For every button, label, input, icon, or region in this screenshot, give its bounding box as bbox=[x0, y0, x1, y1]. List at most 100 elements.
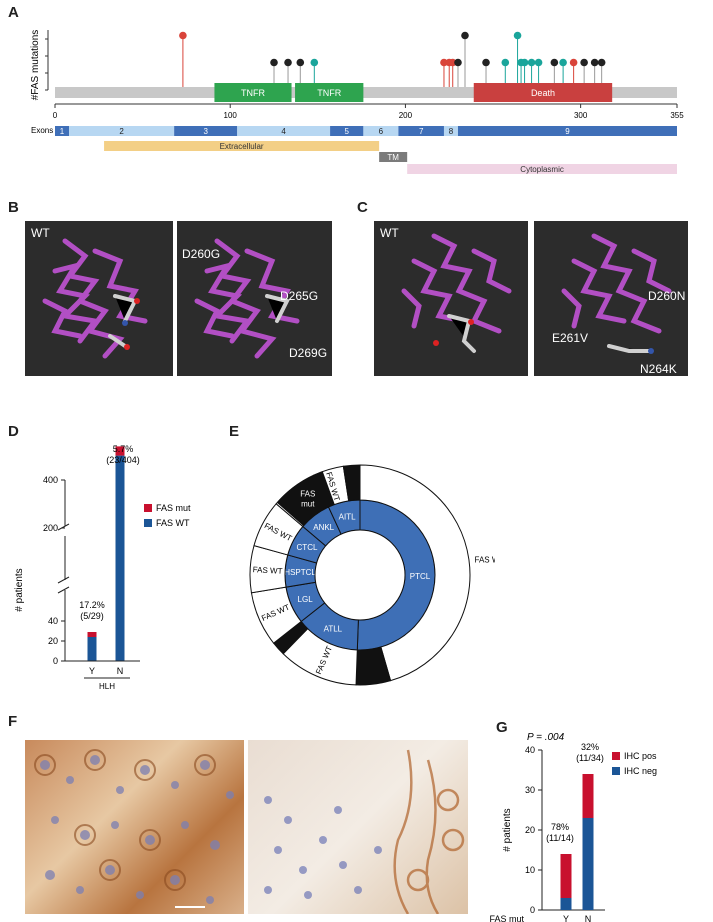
mutation-label: E261V bbox=[552, 331, 589, 345]
panel-label-e: E bbox=[229, 423, 240, 440]
outer-slice-label: FAS WT bbox=[475, 555, 495, 564]
group-label: HLH bbox=[99, 682, 115, 691]
mutation-label: D265G bbox=[280, 289, 319, 303]
x-tick-label: Y bbox=[89, 666, 95, 676]
bar-segment-neg bbox=[582, 818, 594, 910]
structure-wt-c: WT bbox=[374, 221, 528, 376]
axis-break-mark bbox=[57, 586, 70, 594]
axis-break bbox=[59, 526, 71, 536]
mutation-dot bbox=[580, 58, 588, 67]
protein-structure-image bbox=[42, 238, 148, 359]
inner-slice-label: AITL bbox=[339, 512, 356, 521]
mutation-dot bbox=[270, 58, 278, 67]
exon-2 bbox=[69, 126, 175, 136]
exon-label: 4 bbox=[281, 127, 286, 136]
y-tick-label: 200 bbox=[43, 523, 58, 533]
mutation-dot bbox=[513, 31, 522, 40]
outer-slice-mut bbox=[276, 471, 335, 527]
panel-label-c: C bbox=[357, 199, 368, 216]
legend-swatch bbox=[144, 504, 152, 512]
inner-slice-label: ANKL bbox=[313, 523, 334, 532]
exon-label: 8 bbox=[449, 127, 454, 136]
bar-segment-neg bbox=[560, 898, 572, 910]
exon-9 bbox=[457, 126, 677, 136]
outer-slice-label: FAS bbox=[300, 490, 315, 499]
mutation-label: N264K bbox=[640, 362, 677, 376]
mutation-dot bbox=[501, 58, 510, 67]
legend-swatch bbox=[612, 767, 620, 775]
domain-label: TNFR bbox=[241, 88, 265, 98]
domain-label: TNFR bbox=[317, 88, 341, 98]
bar-annotation: (11/34) bbox=[576, 753, 604, 763]
exon-label: 5 bbox=[345, 127, 350, 136]
structure-label: WT bbox=[380, 226, 399, 240]
bar-annotation: (23/404) bbox=[106, 455, 140, 465]
bar-segment-wt bbox=[115, 455, 125, 661]
mutation-label: D269G bbox=[289, 346, 328, 360]
exons-label: Exons bbox=[31, 126, 53, 135]
domain-tnfr bbox=[295, 83, 364, 102]
legend-label: FAS mut bbox=[156, 503, 191, 513]
legend-label: IHC neg bbox=[624, 766, 657, 776]
mutation-dot bbox=[569, 58, 578, 67]
bar-annotation: 17.2% bbox=[79, 600, 105, 610]
structure-mut-b: D260G D265G D269G bbox=[177, 221, 332, 376]
ihc-cells-texture bbox=[264, 749, 465, 914]
protein-structure-image bbox=[401, 233, 512, 353]
inner-slice-label: PTCL bbox=[410, 572, 431, 581]
mutation-dot bbox=[454, 58, 462, 67]
region-tm bbox=[379, 152, 408, 162]
bar-annotation: 78% bbox=[551, 822, 569, 832]
protein-structure-image bbox=[561, 233, 672, 354]
ihc-image-negative bbox=[248, 740, 468, 914]
donut-hole bbox=[314, 529, 406, 621]
mutation-label: D260G bbox=[182, 247, 221, 261]
mutation-dot bbox=[440, 58, 448, 67]
region-label: Cytoplasmic bbox=[520, 165, 564, 174]
inner-slice-label: LGL bbox=[298, 595, 314, 604]
y-tick-label: 40 bbox=[48, 616, 58, 626]
panel-label-a: A bbox=[8, 4, 19, 21]
region-cytoplasmic bbox=[407, 164, 677, 174]
mutation-dot bbox=[284, 58, 292, 67]
mutation-dot bbox=[310, 58, 319, 67]
axis-break-mark bbox=[57, 576, 70, 584]
exon-4 bbox=[237, 126, 331, 136]
y-tick-label: 0 bbox=[530, 905, 535, 915]
mutation-dot bbox=[527, 58, 536, 67]
region-label: TM bbox=[387, 153, 399, 162]
legend-label: IHC pos bbox=[624, 751, 657, 761]
mutation-dot bbox=[461, 31, 469, 40]
domain-tnfr bbox=[214, 83, 292, 102]
legend-label: FAS WT bbox=[156, 518, 190, 528]
panel-label-b: B bbox=[8, 199, 19, 216]
exon-1 bbox=[55, 126, 70, 136]
bar-segment-pos bbox=[582, 774, 594, 818]
outer-slice-label: FAS WT bbox=[252, 565, 282, 576]
domain-death bbox=[473, 83, 613, 102]
legend-swatch bbox=[144, 519, 152, 527]
axis-break-mark bbox=[57, 523, 70, 531]
structure-mut-c: D260N E261V N264K bbox=[534, 221, 688, 376]
bar-segment-mut bbox=[87, 632, 97, 637]
mutation-label: D260N bbox=[648, 289, 686, 303]
exon-label: 7 bbox=[419, 127, 424, 136]
ihc-stacked-bar-chart: 0 10 20 30 40 # patients P = .004 Y 78%(11/14) N 3… bbox=[490, 732, 657, 922]
legend-swatch bbox=[612, 752, 620, 760]
lollipop-ylabel: #FAS mutations bbox=[30, 30, 41, 101]
y-tick-label: 0 bbox=[53, 656, 58, 666]
x-tick-label: N bbox=[117, 666, 124, 676]
domain-label: Death bbox=[531, 88, 555, 98]
y-tick-label: 10 bbox=[525, 865, 535, 875]
exon-5 bbox=[330, 126, 364, 136]
y-tick-label: 20 bbox=[48, 636, 58, 646]
exon-7 bbox=[398, 126, 444, 136]
mutation-dot bbox=[296, 58, 305, 67]
inner-slice-label: ATLL bbox=[324, 625, 343, 634]
mutation-dot bbox=[550, 58, 559, 67]
p-value: P = .004 bbox=[527, 732, 565, 743]
y-tick-label: 400 bbox=[43, 475, 58, 485]
